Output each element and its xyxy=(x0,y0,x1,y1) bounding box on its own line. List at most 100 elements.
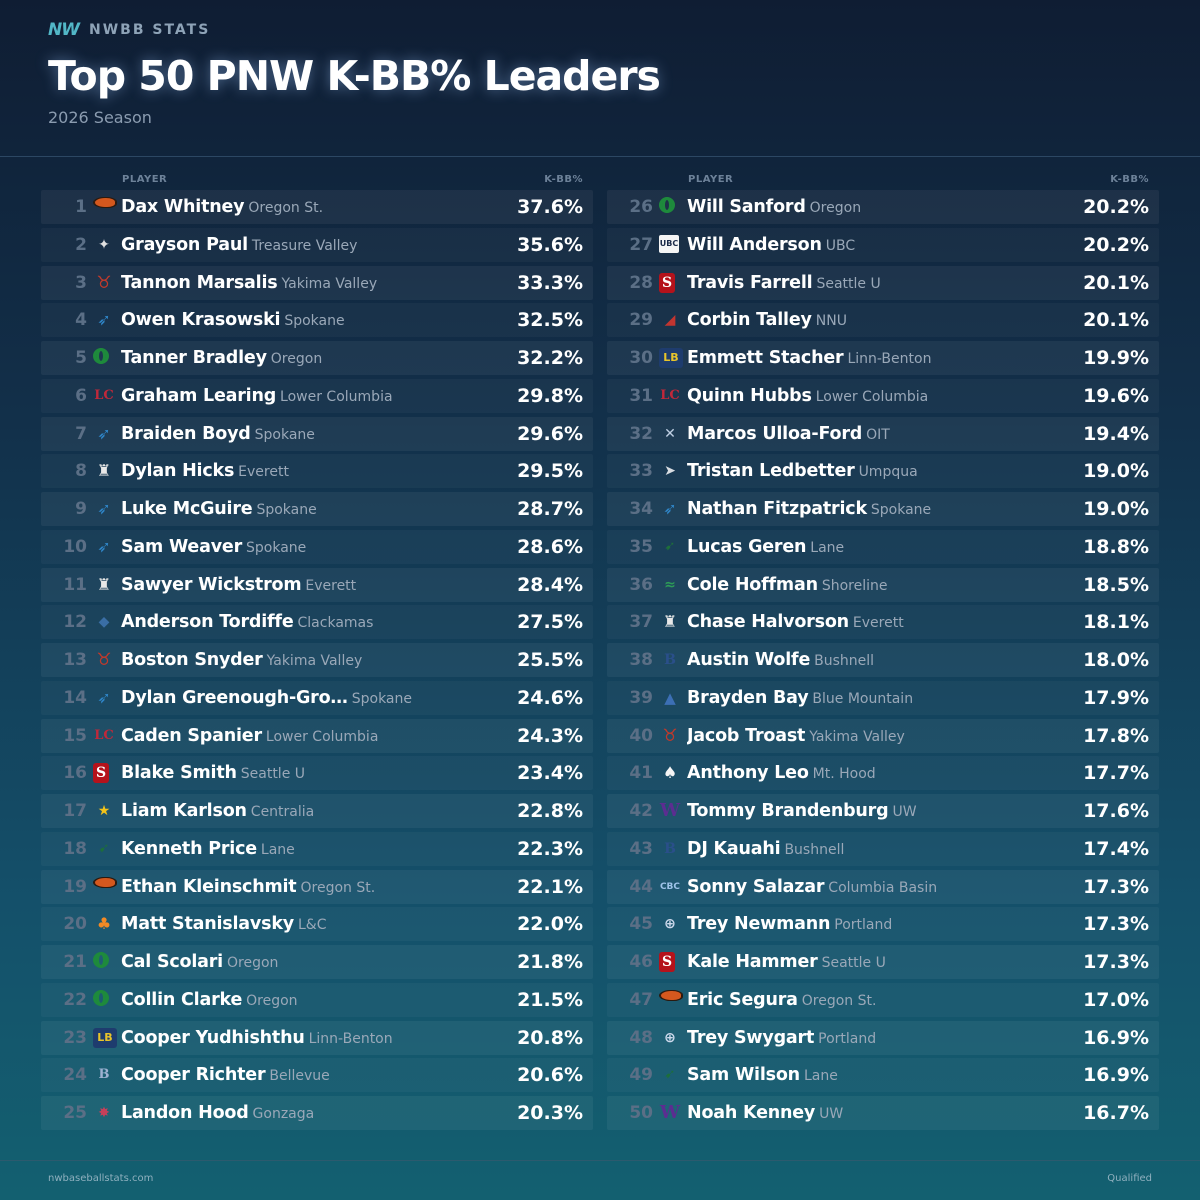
stat-header: K-BB% xyxy=(1110,174,1149,185)
table-row: 22 Collin Clarke Oregon 21.5% xyxy=(41,983,593,1017)
player-cell: Owen Krasowski Spokane xyxy=(121,303,501,338)
lb-logo-icon: LB xyxy=(97,1030,113,1044)
team-logo-icon: CBC xyxy=(659,877,681,897)
team-logo-icon: ➶ xyxy=(93,688,115,708)
team-name: Spokane xyxy=(254,426,315,443)
stat-value: 32.2% xyxy=(517,347,583,369)
stat-value: 18.5% xyxy=(1083,573,1149,596)
stat-value: 28.7% xyxy=(517,498,583,520)
table-row: 50 W Noah Kenney UW 16.7% xyxy=(607,1096,1159,1130)
stat-value: 18.1% xyxy=(1083,611,1149,634)
table-row: 35 ➹ Lucas Geren Lane 18.8% xyxy=(607,530,1159,564)
rank-number: 28 xyxy=(629,272,653,293)
stat-value: 29.8% xyxy=(517,384,583,407)
player-name: Will Anderson xyxy=(687,234,822,255)
team-name: Blue Mountain xyxy=(812,690,914,707)
rank-number: 34 xyxy=(629,499,653,519)
team-name: Seattle U xyxy=(816,275,881,292)
team-logo-icon: ➶ xyxy=(93,424,115,444)
rank-number: 9 xyxy=(75,499,87,519)
stat-value: 20.6% xyxy=(517,1064,583,1087)
team-name: Lane xyxy=(803,1068,838,1085)
player-name: Trey Swygart xyxy=(687,1027,815,1048)
player-name: Nathan Fitzpatrick xyxy=(687,499,867,519)
team-name: Linn-Benton xyxy=(847,351,932,367)
rank-number: 13 xyxy=(63,650,87,670)
player-name: Owen Krasowski xyxy=(121,310,281,331)
rank-number: 30 xyxy=(629,348,653,368)
team-logo-icon xyxy=(93,197,117,208)
rows-right: 26 Will Sanford Oregon 20.2% 27 UBC Will Ander… xyxy=(607,190,1159,1130)
team-name: Yakima Valley xyxy=(281,275,378,292)
stat-value: 17.9% xyxy=(1083,686,1149,709)
team-logo-icon: UBC xyxy=(659,234,679,253)
stat-value: 17.3% xyxy=(1083,875,1149,898)
stat-value: 28.4% xyxy=(517,573,583,596)
player-name: Landon Hood xyxy=(121,1103,249,1123)
player-name: Will Sanford xyxy=(687,197,806,217)
player-cell: Anderson Tordiffe Clackamas xyxy=(121,605,501,640)
eagle-logo-icon: ➶ xyxy=(97,310,111,330)
tv-logo-icon: ✦ xyxy=(98,236,110,253)
table-row: 31 LC Quinn Hubbs Lower Columbia 19.6% xyxy=(607,379,1159,413)
player-cell: Kenneth Price Lane xyxy=(121,832,501,867)
rank-number: 38 xyxy=(629,650,653,670)
team-logo-icon: ✕ xyxy=(659,424,681,444)
table-row: 33 ➤ Tristan Ledbetter Umpqua 19.0% xyxy=(607,454,1159,488)
team-name: Oregon St. xyxy=(248,200,324,216)
team-logo-icon xyxy=(93,348,109,364)
eagle-logo-icon: ➶ xyxy=(97,423,111,443)
rank-number: 36 xyxy=(629,574,653,595)
table-row: 2 ✦ Grayson Paul Treasure Valley 35.6% xyxy=(41,228,593,262)
player-name: Austin Wolfe xyxy=(687,650,811,670)
player-name: Eric Segura xyxy=(687,989,798,1010)
player-cell: Liam Karlson Centralia xyxy=(121,794,501,829)
ring-logo-icon xyxy=(96,348,106,364)
team-logo-icon: ♜ xyxy=(93,575,115,595)
header-divider xyxy=(0,156,1200,157)
table-row: 19 Ethan Kleinschmit Oregon St. 22.1% xyxy=(41,869,593,904)
player-cell: Luke McGuire Spokane xyxy=(121,492,501,527)
team-logo-icon: LC xyxy=(659,386,681,406)
team-logo-icon: ⊕ xyxy=(659,914,681,934)
season-subtitle: 2026 Season xyxy=(48,108,152,127)
table-row: 23 LB Cooper Yudhishthu Linn-Benton 20.8% xyxy=(41,1020,593,1055)
player-name: Braiden Boyd xyxy=(121,423,251,444)
rank-number: 21 xyxy=(63,952,87,972)
team-name: Umpqua xyxy=(858,464,918,481)
player-name: Kenneth Price xyxy=(121,838,257,859)
stat-value: 33.3% xyxy=(517,271,583,294)
stat-value: 25.5% xyxy=(517,649,583,671)
team-name: Oregon xyxy=(270,351,323,367)
player-cell: Will Sanford Oregon xyxy=(687,190,1067,225)
lc-logo-icon: LC xyxy=(94,727,114,743)
team-logo-icon xyxy=(659,197,675,213)
rank-number: 44 xyxy=(629,876,653,897)
rank-number: 7 xyxy=(75,423,87,444)
team-name: UBC xyxy=(825,237,856,254)
player-name: Tommy Brandenburg xyxy=(687,801,889,821)
bush-logo-icon: B xyxy=(664,652,676,668)
player-name: Liam Karlson xyxy=(121,801,247,821)
eagle-logo-icon: ➶ xyxy=(97,536,111,556)
team-name: Columbia Basin xyxy=(828,879,938,896)
rank-number: 31 xyxy=(629,385,653,406)
player-name: Marcos Ulloa-Ford xyxy=(687,423,863,444)
stat-value: 19.6% xyxy=(1083,384,1149,407)
table-row: 17 ★ Liam Karlson Centralia 22.8% xyxy=(41,794,593,828)
beaver-logo-icon xyxy=(94,876,116,888)
footer-divider xyxy=(0,1160,1200,1161)
player-cell: Sawyer Wickstrom Everett xyxy=(121,568,501,603)
player-cell: Kale Hammer Seattle U xyxy=(687,945,1067,980)
rank-number: 49 xyxy=(629,1065,653,1086)
player-cell: Trey Newmann Portland xyxy=(687,907,1067,942)
rank-number: 15 xyxy=(63,725,87,746)
eagle-logo-icon: ➶ xyxy=(663,499,677,518)
player-name: Lucas Geren xyxy=(687,536,807,557)
rank-number: 3 xyxy=(75,272,87,293)
rank-number: 18 xyxy=(63,838,87,859)
cent-logo-icon: ★ xyxy=(97,803,111,819)
player-name: Dylan Greenough-Gro… xyxy=(121,687,348,708)
table-row: 36 ≈ Cole Hoffman Shoreline 18.5% xyxy=(607,567,1159,602)
team-name: Bushnell xyxy=(814,653,875,669)
